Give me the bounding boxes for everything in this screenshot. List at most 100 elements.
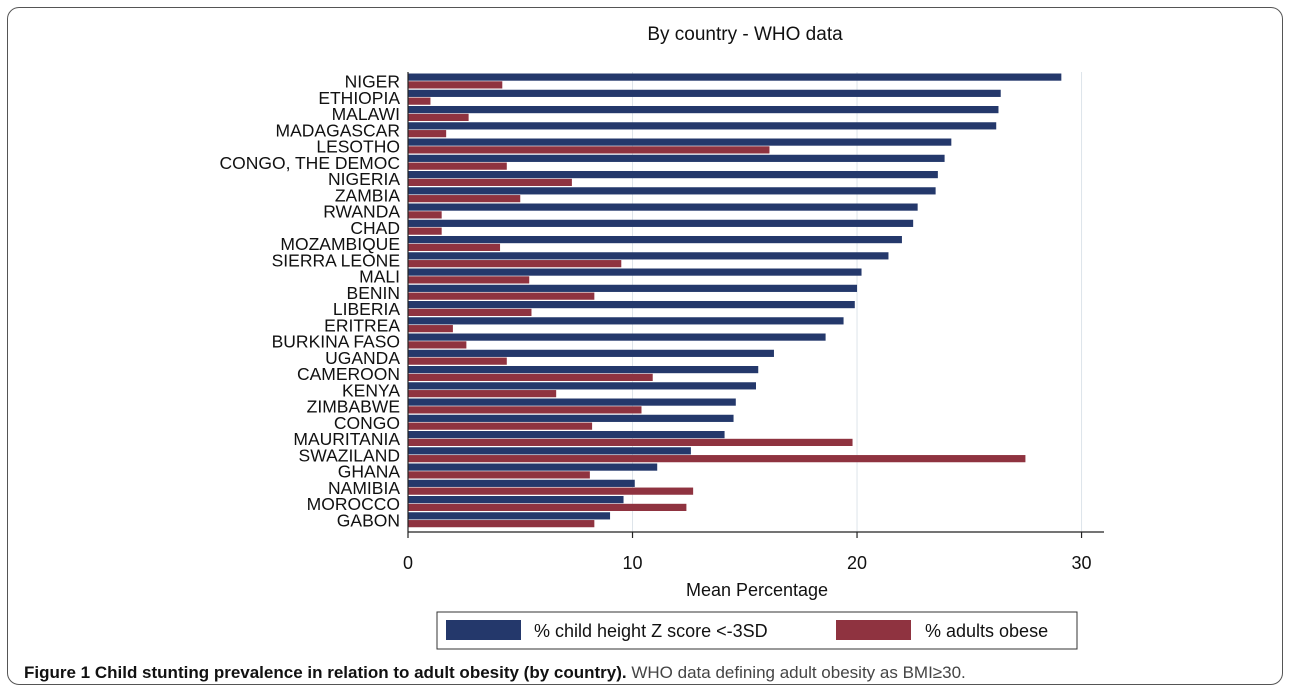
x-tick-label: 20 [847,553,867,573]
country-label: ETHIOPIA [318,88,400,108]
bar-child-stunting [408,496,624,504]
legend-label: % adults obese [925,621,1048,641]
country-label: RWANDA [323,202,400,222]
bar-adult-obesity [408,243,501,251]
bar-child-stunting [408,122,997,130]
bar-child-stunting [408,447,691,455]
bar-child-stunting [408,138,952,146]
bar-adult-obesity [408,341,467,349]
bar-child-stunting [408,252,889,260]
bar-child-stunting [408,349,774,357]
bar-adult-obesity [408,503,687,511]
country-label: GHANA [338,462,401,482]
bar-child-stunting [408,301,855,309]
country-label: SWAZILAND [299,445,400,465]
figure-caption: Figure 1 Child stunting prevalence in re… [24,663,966,683]
bar-child-stunting [408,431,725,439]
bar-child-stunting [408,317,844,325]
bar-adult-obesity [408,373,653,381]
bar-child-stunting [408,284,858,292]
country-label: CONGO [334,413,400,433]
bar-adult-obesity [408,325,453,333]
x-axis-label: Mean Percentage [686,580,828,600]
country-label: MAURITANIA [293,429,400,449]
country-label: MOROCCO [307,494,400,514]
bar-adult-obesity [408,227,442,235]
legend-swatch [446,620,521,640]
bar-adult-obesity [408,422,593,430]
country-label: ZAMBIA [335,185,400,205]
bar-child-stunting [408,73,1062,81]
bar-child-stunting [408,414,734,422]
bar-child-stunting [408,219,914,227]
bar-child-stunting [408,479,635,487]
x-tick-label: 30 [1072,553,1092,573]
bar-adult-obesity [408,390,557,398]
bar-child-stunting [408,89,1001,97]
bar-adult-obesity [408,308,532,316]
bar-adult-obesity [408,292,595,300]
bar-child-stunting [408,398,736,406]
bar-child-stunting [408,463,658,471]
bar-child-stunting [408,203,918,211]
country-label: ZIMBABWE [307,397,400,417]
bar-adult-obesity [408,195,521,203]
country-label: SIERRA LEONE [272,250,400,270]
country-label: NAMIBIA [328,478,400,498]
country-label: BURKINA FASO [272,332,400,352]
caption-bold: Figure 1 Child stunting prevalence in re… [24,663,627,682]
country-label: BENIN [347,283,400,303]
bar-adult-obesity [408,455,1026,463]
country-label: LESOTHO [316,137,400,157]
bar-adult-obesity [408,81,503,89]
country-label: UGANDA [325,348,400,368]
bar-child-stunting [408,236,902,244]
x-tick-labels: 0 10 20 30 [403,532,1092,573]
country-label: LIBERIA [333,299,400,319]
legend-swatch [836,620,911,640]
country-label: CHAD [350,218,400,238]
bar-child-stunting [408,171,938,179]
chart-title: By country - WHO data [647,24,843,45]
country-label: MALAWI [332,104,400,124]
legend: % child height Z score <-3SD % adults obe… [436,611,1078,650]
bar-child-stunting [408,154,945,162]
bar-child-stunting [408,187,936,195]
bar-adult-obesity [408,260,622,268]
country-label: GABON [337,510,400,530]
legend-label: % child height Z score <-3SD [534,621,768,641]
bar-adult-obesity [408,276,530,284]
bar-child-stunting [408,268,862,276]
bar-child-stunting [408,512,611,520]
country-label: CONGO, THE DEMOC [219,153,400,173]
bar-child-stunting [408,366,759,374]
country-label: MADAGASCAR [276,120,400,140]
bar-adult-obesity [408,162,507,170]
country-label: NIGER [345,72,400,92]
bar-child-stunting [408,333,826,341]
country-label: NIGERIA [328,169,400,189]
bar-adult-obesity [408,211,442,219]
x-tick-label: 10 [623,553,643,573]
bar-adult-obesity [408,520,595,528]
caption-rest: WHO data defining adult obesity as BMI≥3… [631,663,966,682]
axes [407,72,1104,533]
bar-adult-obesity [408,113,469,121]
country-label: CAMEROON [297,364,400,384]
country-label: ERITREA [324,315,400,335]
x-tick-label: 0 [403,553,413,573]
bar-adult-obesity [408,357,507,365]
figure-frame [7,7,1283,685]
bar-child-stunting [408,382,756,390]
country-label: MOZAMBIQUE [280,234,400,254]
bar-adult-obesity [408,97,431,105]
country-labels: NIGERETHIOPIAMALAWIMADAGASCARLESOTHOCONG… [219,72,400,531]
bar-adult-obesity [408,178,572,186]
legend-box [436,611,1078,650]
country-label: KENYA [342,380,400,400]
bar-adult-obesity [408,487,694,495]
bar-adult-obesity [408,438,853,446]
bars [408,73,1062,528]
bar-child-stunting [408,106,999,114]
